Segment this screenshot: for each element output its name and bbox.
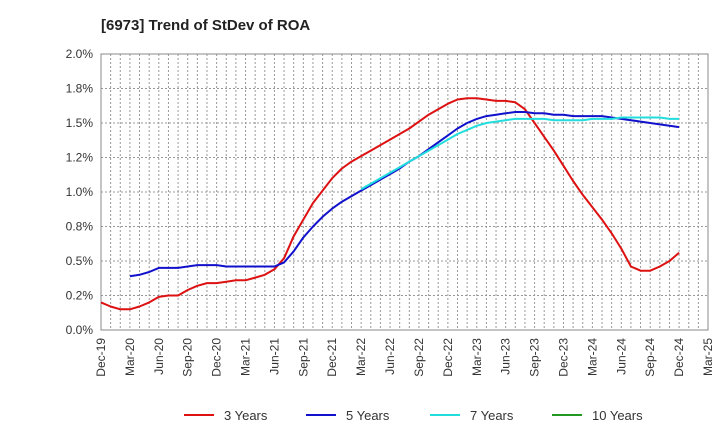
x-tick-label: Jun-23 bbox=[499, 338, 513, 375]
legend-label: 10 Years bbox=[592, 408, 643, 423]
legend-label: 5 Years bbox=[346, 408, 390, 423]
y-axis-ticks: 0.0% 0.2% 0.5% 0.8% 1.0% 1.2% 1.5% 1.8% 2.0% bbox=[66, 47, 94, 337]
legend: 3 Years 5 Years 7 Years 10 Years bbox=[184, 408, 643, 423]
y-tick-label: 1.5% bbox=[66, 116, 94, 130]
y-tick-label: 0.8% bbox=[66, 220, 94, 234]
x-tick-label: Mar-21 bbox=[239, 338, 253, 376]
x-tick-label: Dec-19 bbox=[94, 338, 108, 377]
x-tick-label: Mar-24 bbox=[585, 338, 599, 376]
x-tick-label: Sep-21 bbox=[296, 338, 310, 377]
x-tick-label: Dec-24 bbox=[672, 338, 686, 377]
x-tick-label: Mar-23 bbox=[470, 338, 484, 376]
x-tick-label: Jun-22 bbox=[383, 338, 397, 375]
y-tick-label: 1.0% bbox=[66, 185, 94, 199]
x-tick-label: Dec-22 bbox=[441, 338, 455, 377]
y-tick-label: 1.8% bbox=[66, 82, 94, 96]
y-tick-label: 0.5% bbox=[66, 254, 94, 268]
y-tick-label: 1.2% bbox=[66, 151, 94, 165]
x-tick-label: Sep-20 bbox=[181, 338, 195, 377]
legend-label: 3 Years bbox=[224, 408, 268, 423]
y-tick-label: 0.0% bbox=[66, 323, 94, 337]
x-tick-label: Jun-24 bbox=[614, 338, 628, 375]
x-tick-label: Mar-25 bbox=[701, 338, 715, 376]
x-tick-label: Dec-21 bbox=[325, 338, 339, 377]
x-tick-label: Dec-20 bbox=[210, 338, 224, 377]
x-tick-label: Mar-22 bbox=[354, 338, 368, 376]
y-tick-label: 0.2% bbox=[66, 289, 94, 303]
plot-border bbox=[100, 53, 709, 331]
x-tick-label: Sep-22 bbox=[412, 338, 426, 377]
x-tick-label: Jun-20 bbox=[152, 338, 166, 375]
series-line-7-years bbox=[360, 116, 680, 191]
x-tick-label: Sep-23 bbox=[528, 338, 542, 377]
x-tick-label: Jun-21 bbox=[267, 338, 281, 375]
series-lines bbox=[100, 97, 680, 311]
series-line-3-years bbox=[100, 97, 680, 311]
x-tick-label: Dec-23 bbox=[556, 338, 570, 377]
x-tick-label: Sep-24 bbox=[643, 338, 657, 377]
y-tick-label: 2.0% bbox=[66, 47, 94, 61]
x-axis-ticks: Dec-19 Mar-20 Jun-20 Sep-20 Dec-20 Mar-21 Jun-… bbox=[94, 338, 715, 377]
chart-title: [6973] Trend of StDev of ROA bbox=[101, 17, 310, 34]
x-tick-label: Mar-20 bbox=[123, 338, 137, 376]
legend-label: 7 Years bbox=[470, 408, 514, 423]
